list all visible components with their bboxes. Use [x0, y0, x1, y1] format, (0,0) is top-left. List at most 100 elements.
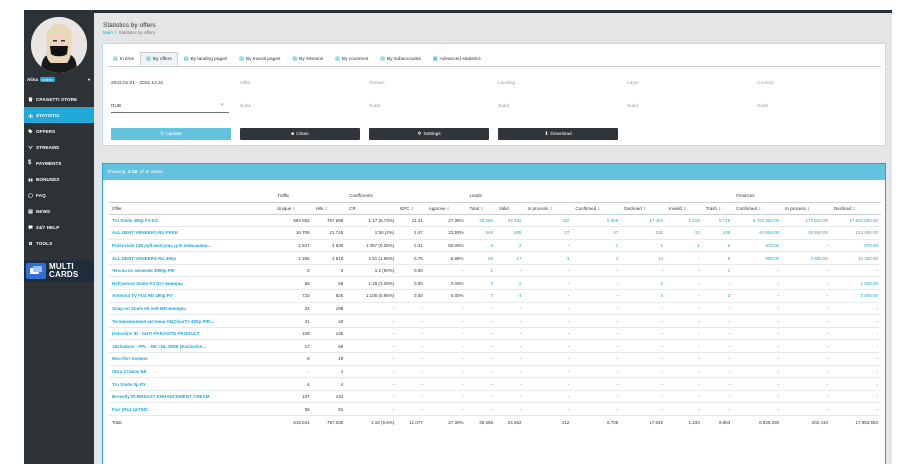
tab-by-streams[interactable]: ▤ By streams — [286, 52, 329, 66]
column-header[interactable]: EPC⇕ — [397, 202, 426, 215]
table-cell[interactable]: 173 910.00 — [782, 214, 831, 228]
table-cell[interactable]: 13 — [666, 226, 703, 240]
table-cell[interactable]: 12 350.00 — [831, 251, 881, 265]
sidebar-item-bonuses[interactable]: BONUSES — [24, 171, 94, 187]
table-cell[interactable]: 182 — [524, 214, 573, 228]
sub3-input[interactable]: Sub3 — [498, 104, 510, 109]
offer-name-link[interactable]: Лига Ставок БК — [109, 365, 274, 379]
table-cell[interactable]: 17 494 — [621, 214, 667, 228]
column-header[interactable]: In process⇕ — [782, 202, 831, 215]
sidebar-item-news[interactable]: NEWS — [24, 203, 94, 219]
table-cell[interactable]: 47 — [572, 226, 622, 240]
offer-name-link[interactable]: Tru Smile 490p FV-KZ — [109, 214, 274, 228]
table-cell[interactable]: 4 — [621, 289, 667, 303]
download-button[interactable]: ⬇ Download — [498, 128, 618, 140]
offer-name-link[interactable]: ALL DENT VENEERS RU FREE — [109, 226, 274, 240]
offer-name-link[interactable]: Мостбет Казино — [109, 352, 274, 366]
table-cell[interactable]: 35 266 — [466, 214, 496, 228]
table-cell[interactable]: 870.00 — [733, 239, 783, 253]
table-cell[interactable]: 9 715 — [702, 214, 734, 228]
date-range-field[interactable]: 2022.01.01 - 2022.12.31 — [111, 81, 164, 86]
sidebar-item-offers[interactable]: OFFERS — [24, 123, 94, 139]
column-header[interactable]: Hits⇕ — [312, 202, 347, 215]
offer-name-link[interactable]: Pari (RU) ЦУПИС — [109, 402, 274, 416]
table-cell[interactable]: 24 332 — [495, 214, 525, 228]
table-cell[interactable]: 25 — [466, 251, 496, 265]
offer-name-link[interactable]: Detoxline ID - ANTI-PARASITE PRODUCT — [109, 327, 274, 341]
table-cell[interactable]: 6 782 860.00 — [733, 214, 783, 228]
column-header[interactable]: Confirmed⇕ — [572, 202, 622, 215]
sidebar-item-store[interactable]: CPAGETTI STORE — [24, 91, 94, 107]
table-cell[interactable]: 205 — [495, 226, 525, 240]
table-cell[interactable]: 870.00 — [831, 239, 881, 253]
tab-by-offers[interactable]: ▤ By offers — [140, 52, 178, 66]
breadcrumb-main-link[interactable]: Main — [103, 30, 113, 35]
sidebar-item-help[interactable]: 24/7 HELP — [24, 219, 94, 235]
settings-button[interactable]: ✲ Settings — [369, 128, 489, 140]
tab-by-subaccounts[interactable]: ▤ By subaccounts — [374, 52, 427, 66]
table-cell[interactable]: 27 — [524, 226, 573, 240]
sidebar-item-payments[interactable]: $ PAYMENTS — [24, 155, 94, 171]
column-header[interactable]: Confirmed⇕ — [733, 202, 783, 215]
column-header[interactable]: Total⇕ — [466, 202, 496, 215]
offer-name-link[interactable]: Hollywood Smile K3 Dr> виниры — [109, 276, 274, 291]
table-cell[interactable]: 3 — [524, 251, 573, 265]
column-header[interactable]: Declined⇕ — [621, 202, 667, 215]
offer-name-link[interactable]: Tru Smile 0p РУ — [109, 377, 274, 391]
tab-by-transit-pages[interactable]: ▤ By transit pages — [233, 52, 286, 66]
offer-name-link[interactable]: Potenziale 149 руб-капсулы для повышени.… — [109, 239, 274, 253]
table-cell[interactable]: 1 — [702, 264, 734, 278]
sidebar-item-faq[interactable]: FAQ — [24, 187, 94, 203]
tab-advanced-statistics[interactable]: ▦ Advanced statistics — [427, 52, 487, 66]
table-cell[interactable]: 2 — [495, 239, 525, 253]
offer-name-link[interactable]: ALL DENT VENEERS RU 490p — [109, 251, 274, 265]
update-button[interactable]: ↻ Update — [111, 128, 231, 140]
table-cell[interactable]: 2 — [495, 276, 525, 291]
tab-by-countries[interactable]: ▤ By countries — [329, 52, 374, 66]
column-header[interactable]: Trash⇕ — [702, 202, 734, 215]
avatar[interactable] — [31, 17, 87, 73]
table-cell[interactable]: 1 — [666, 239, 703, 253]
column-header[interactable]: Invalid⇕ — [666, 202, 703, 215]
clean-button[interactable]: ■ Clean — [240, 128, 360, 140]
table-cell[interactable]: 348 — [466, 226, 496, 240]
table-cell[interactable]: 1 219 — [666, 214, 703, 228]
sub2-input[interactable]: Sub2 — [369, 104, 381, 109]
table-cell[interactable]: 13 — [621, 251, 667, 265]
landing-select[interactable]: Landing — [498, 81, 516, 86]
user-menu[interactable]: Alina online ▾ — [27, 75, 91, 83]
column-header[interactable]: Declined⇕ — [831, 202, 881, 215]
offer-name-link[interactable]: Телевизионная антенна HQClearTv 490р РФ\… — [109, 314, 274, 328]
currency-select[interactable]: RUB — [111, 104, 122, 109]
table-cell[interactable]: 1 — [466, 264, 496, 278]
offer-name-link[interactable]: 18chatbox - PPL - BE \ NL WEB (Exclusive… — [109, 339, 274, 354]
offer-select[interactable]: Offer — [240, 81, 251, 86]
table-cell[interactable]: 44 650.00 — [733, 226, 783, 240]
table-cell[interactable]: 1 — [572, 239, 622, 253]
table-cell[interactable]: 3 — [702, 289, 734, 303]
column-header[interactable]: Unique⇕ — [273, 202, 313, 215]
table-cell[interactable]: 6 — [702, 239, 734, 253]
tab-in-time[interactable]: ▤ In time — [107, 52, 140, 66]
offer-name-link[interactable]: Breastly ID-BREAST ENHANCEMENT CREAM — [109, 390, 274, 404]
stream-select[interactable]: Stream — [369, 81, 385, 86]
table-cell[interactable]: 17 — [495, 251, 525, 265]
table-cell[interactable]: 1 600.00 — [831, 276, 881, 291]
offer-name-link[interactable]: Snap on Smile 69 лей MD-виниры — [109, 302, 274, 316]
sub5-input[interactable]: Sub5 — [757, 104, 769, 109]
table-cell[interactable]: 25 650.00 — [782, 226, 831, 240]
table-cell[interactable]: 130 — [702, 226, 734, 240]
table-cell[interactable]: 2 850.00 — [782, 251, 831, 265]
country-select[interactable]: Country — [757, 81, 774, 86]
table-cell[interactable]: 8 — [702, 251, 734, 265]
sub1-input[interactable]: Sub1 — [240, 104, 252, 109]
offer-name-link[interactable]: Чехлы из экокожи 3990р РФ — [109, 264, 274, 278]
column-header[interactable]: Approve⇕ — [425, 202, 467, 215]
table-cell[interactable]: 8 — [466, 239, 496, 253]
table-cell[interactable]: 2 — [466, 276, 496, 291]
table-cell[interactable]: 131 — [621, 226, 667, 240]
sidebar-item-tools[interactable]: TOOLS — [24, 235, 94, 251]
table-cell[interactable]: 6 656 — [572, 214, 622, 228]
layer-select[interactable]: Layer — [627, 81, 639, 86]
table-cell[interactable]: 124 450.00 — [831, 226, 881, 240]
